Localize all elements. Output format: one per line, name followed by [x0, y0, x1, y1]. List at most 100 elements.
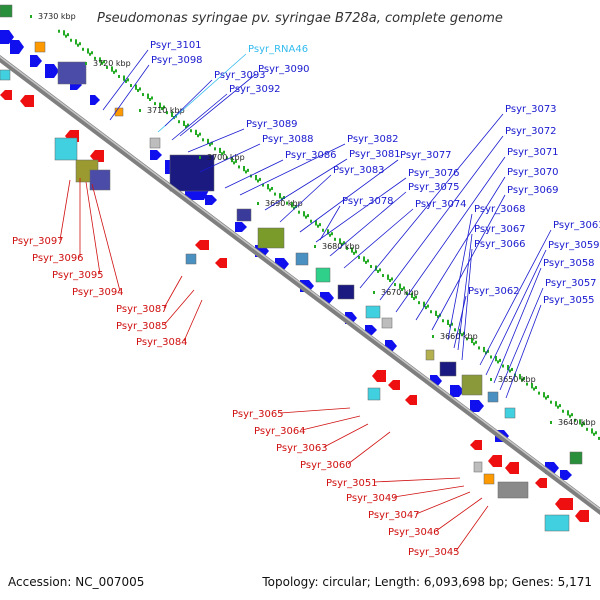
kbp-tick — [85, 62, 87, 65]
tick-dot — [574, 418, 576, 422]
tick-dot — [113, 70, 115, 74]
tick-dot — [418, 301, 420, 305]
gene-label: Psyr_3095 — [52, 270, 104, 281]
tick-dot — [127, 78, 129, 82]
leader-line — [264, 158, 348, 211]
tick-dot — [519, 374, 521, 378]
tick-dot — [185, 125, 187, 129]
tick-dot — [267, 184, 269, 188]
leader-line — [493, 267, 542, 384]
tick-dot — [221, 152, 223, 156]
kbp-tick — [550, 421, 552, 424]
tick-dot — [562, 409, 564, 413]
tick-dot — [231, 156, 233, 160]
gene-label: Psyr_3051 — [326, 478, 378, 489]
tick-dot — [511, 367, 513, 371]
tick-dot — [65, 34, 67, 38]
tick-dot — [214, 147, 216, 151]
gene-label: Psyr_3069 — [507, 185, 559, 196]
tick-dot — [293, 206, 295, 210]
tick-dot — [183, 122, 185, 126]
forward-gene-arrow — [30, 55, 42, 67]
reverse-gene-arrow — [90, 150, 104, 162]
gene-label: Psyr_3065 — [232, 409, 284, 420]
gene-label: Psyr_3045 — [408, 547, 460, 558]
feature-box — [483, 473, 495, 485]
leader-line — [239, 143, 346, 196]
tick-dot — [82, 47, 84, 51]
gene-label: Psyr_3074 — [415, 199, 467, 210]
reverse-gene-arrow — [535, 478, 547, 488]
tick-dot — [63, 30, 65, 34]
tick-dot — [449, 324, 451, 328]
tick-dot — [79, 42, 81, 46]
leader-line — [499, 287, 544, 391]
tick-dot — [471, 340, 473, 344]
tick-dot — [159, 104, 161, 108]
tick-dot — [226, 156, 228, 160]
tick-dot — [207, 138, 209, 142]
feature-box — [185, 253, 197, 265]
gene-label: Psyr_3098 — [151, 55, 203, 66]
leader-line — [323, 423, 369, 448]
tick-dot — [171, 111, 173, 115]
kbp-tick — [314, 245, 316, 248]
reverse-gene-arrow — [388, 380, 400, 390]
tick-dot — [245, 170, 247, 174]
tick-dot — [473, 342, 475, 346]
tick-dot — [341, 242, 343, 246]
reverse-gene-arrow — [20, 95, 34, 107]
feature-box — [461, 374, 483, 396]
label-leaders — [59, 49, 552, 552]
gene-label: Psyr_3097 — [12, 236, 64, 247]
feature-box — [34, 41, 46, 53]
tick-dot — [70, 38, 72, 42]
tick-dot — [447, 321, 449, 325]
feature-box — [367, 387, 381, 401]
tick-dot — [523, 376, 525, 380]
reverse-gene-arrow — [575, 510, 589, 522]
leader-line — [183, 299, 203, 342]
tick-dot — [291, 204, 293, 208]
tick-dot — [461, 333, 463, 337]
gene-label: Psyr_3093 — [214, 70, 266, 81]
leader-line — [379, 135, 504, 301]
tick-dot — [147, 93, 149, 97]
tick-dot — [430, 310, 432, 314]
feature-box — [381, 317, 393, 329]
tick-dot — [58, 29, 60, 33]
gene-label: Psyr_3063 — [276, 443, 328, 454]
tick-dot — [315, 220, 317, 224]
tick-dot — [483, 349, 485, 353]
tick-dot — [135, 84, 137, 88]
tick-dot — [375, 267, 377, 271]
tick-dot — [545, 396, 547, 400]
leader-line — [395, 156, 506, 313]
tick-dot — [99, 59, 101, 63]
forward-gene-arrow — [450, 385, 464, 397]
tick-dot — [286, 201, 288, 205]
tick-dot — [195, 131, 197, 135]
tick-dot — [259, 177, 261, 181]
tick-dot — [567, 410, 569, 414]
kbp-label: 3710 kbp — [147, 106, 185, 115]
kbp-tick — [139, 109, 141, 112]
tick-dot — [471, 337, 473, 341]
tick-dot — [367, 259, 369, 263]
tick-dot — [413, 297, 415, 301]
gene-label: Psyr_RNA46 — [248, 44, 308, 55]
tick-dot — [123, 77, 125, 81]
reverse-gene-arrow — [195, 240, 209, 250]
forward-gene-arrow — [470, 400, 484, 412]
tick-dot — [235, 159, 237, 163]
tick-dot — [379, 268, 381, 272]
reverse-gene-arrow — [0, 90, 12, 100]
tick-dot — [519, 376, 521, 380]
tick-dot — [557, 405, 559, 409]
gene-label: Psyr_3087 — [116, 304, 168, 315]
gene-label: Psyr_3089 — [246, 119, 298, 130]
feature-box — [114, 107, 124, 117]
tick-dot — [279, 195, 281, 199]
tick-dot — [195, 129, 197, 133]
gene-label: Psyr_3071 — [507, 147, 559, 158]
